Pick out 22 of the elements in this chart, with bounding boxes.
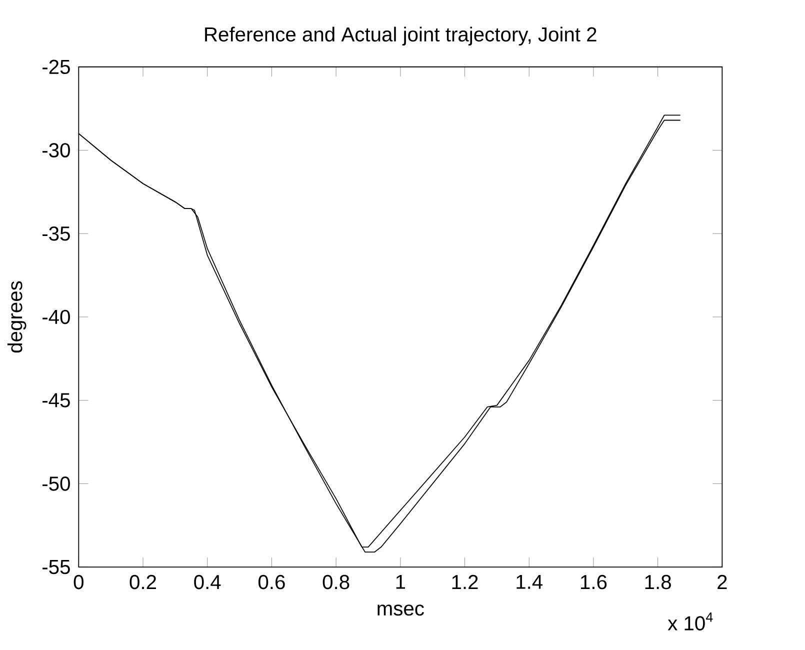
x-tick-label: 0.8 [322,575,350,590]
x-tick-label: 0 [74,575,84,590]
x-tick-label: 0.4 [194,575,221,590]
y-tick-label: -40 [42,310,70,324]
x-tick-label: 2 [718,575,727,590]
chart-title: Reference and Actual joint trajectory, Joint 2 [205,26,596,46]
y-tick-label: -25 [42,60,70,74]
y-tick-label: -55 [42,560,70,574]
x-tick-label: 1.4 [516,575,543,589]
y-tick-label: -45 [42,393,70,408]
y-tick-label: -35 [42,226,70,241]
x-tick-label: 0.2 [130,575,156,590]
x-tick-label: 1 [396,575,406,589]
x-tick-label: 1.2 [452,575,478,590]
x-tick-label: 1.8 [645,575,671,590]
x-tick-label: 1.6 [581,575,607,590]
y-tick-label: -50 [42,476,70,491]
x-tick-label: 0.6 [258,575,285,590]
x-axis-title: msec [378,604,424,616]
text: x 10$^{4}$ [668,612,713,631]
y-tick-label: -30 [42,143,70,158]
y-axis-title: degrees [7,281,26,353]
